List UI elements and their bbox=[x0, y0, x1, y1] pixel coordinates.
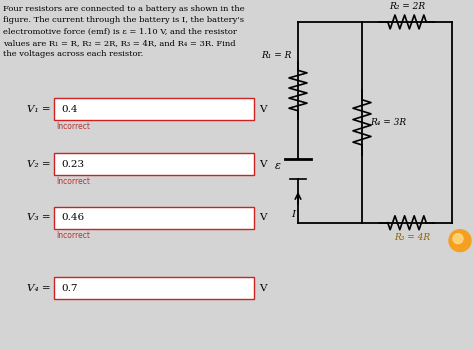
Text: R₁ = R: R₁ = R bbox=[262, 51, 292, 60]
Text: R₄ = 3R: R₄ = 3R bbox=[370, 118, 406, 127]
Text: ε: ε bbox=[275, 161, 281, 171]
Text: 0.4: 0.4 bbox=[61, 105, 78, 114]
FancyBboxPatch shape bbox=[54, 98, 254, 120]
Text: V₄ =: V₄ = bbox=[27, 284, 51, 293]
Text: 0.46: 0.46 bbox=[61, 213, 84, 222]
Text: Incorrect: Incorrect bbox=[56, 177, 90, 186]
Text: V: V bbox=[259, 284, 266, 293]
Text: R₃ = 4R: R₃ = 4R bbox=[394, 233, 430, 242]
Text: V₂ =: V₂ = bbox=[27, 159, 51, 169]
Circle shape bbox=[453, 234, 463, 244]
Text: V: V bbox=[259, 213, 266, 222]
Text: Four resistors are connected to a battery as shown in the
figure. The current th: Four resistors are connected to a batter… bbox=[3, 5, 245, 58]
Text: V₁ =: V₁ = bbox=[27, 105, 51, 114]
FancyBboxPatch shape bbox=[54, 153, 254, 175]
Text: V: V bbox=[259, 159, 266, 169]
Text: I: I bbox=[291, 210, 295, 219]
Text: V: V bbox=[259, 105, 266, 114]
Text: Incorrect: Incorrect bbox=[56, 231, 90, 240]
Text: 0.23: 0.23 bbox=[61, 159, 84, 169]
FancyBboxPatch shape bbox=[54, 277, 254, 299]
Text: Incorrect: Incorrect bbox=[56, 122, 90, 131]
FancyBboxPatch shape bbox=[54, 207, 254, 229]
Text: R₂ = 2R: R₂ = 2R bbox=[389, 2, 425, 11]
Text: 0.7: 0.7 bbox=[61, 284, 78, 293]
Text: V₃ =: V₃ = bbox=[27, 213, 51, 222]
Circle shape bbox=[449, 230, 471, 252]
